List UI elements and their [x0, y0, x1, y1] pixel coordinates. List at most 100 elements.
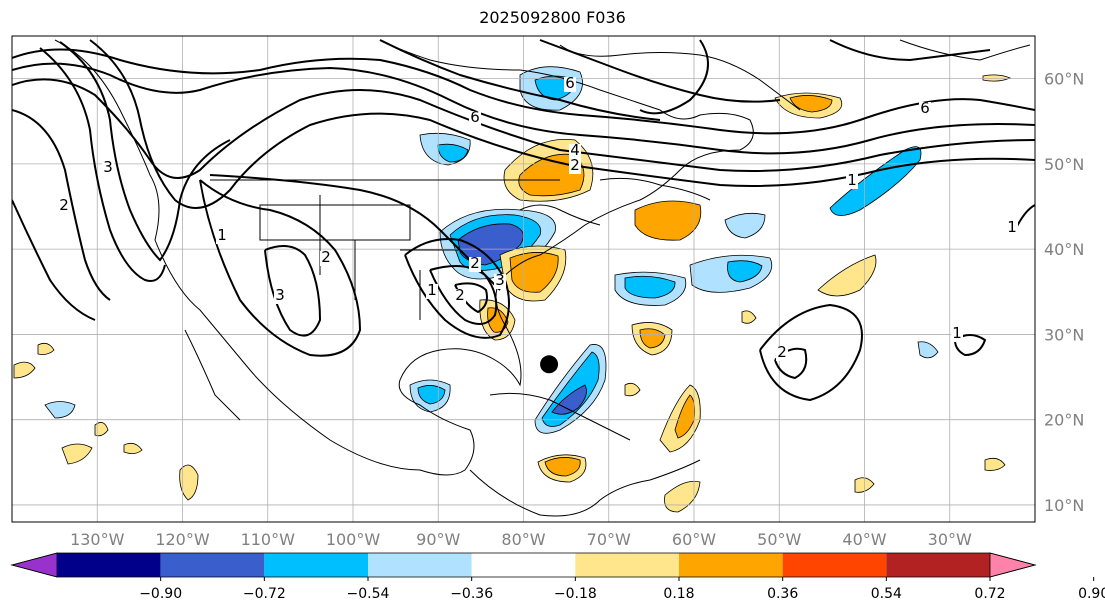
pos-anomaly-pacific-2	[61, 443, 93, 465]
contour-label: 2	[470, 254, 480, 272]
contour-label: 2	[455, 286, 465, 304]
pos-anomaly-ne-sa	[664, 480, 701, 513]
contour-label: 1	[217, 226, 227, 244]
contour-label: 6	[565, 74, 575, 92]
contour-label: 1	[847, 171, 857, 189]
lat-tick-label: 40°N	[1044, 240, 1084, 259]
pos-anomaly-far-east	[984, 457, 1006, 471]
contour-label: 1	[1007, 218, 1017, 236]
contour-label-bg	[216, 229, 228, 244]
latitude-labels: 10°N 20°N 30°N 40°N 50°N 60°N	[1044, 70, 1084, 515]
lon-tick-label: 70°W	[587, 530, 631, 549]
colorbar-swatch	[160, 553, 265, 577]
lat-tick-label: 10°N	[1044, 496, 1084, 515]
contour-label-bg	[58, 199, 70, 214]
longitude-labels: 130°W 120°W 110°W 100°W 90°W 80°W 70°W 60°W 50°W…	[70, 530, 972, 549]
colorbar-high-extension	[989, 552, 1037, 578]
storm-center-marker	[540, 355, 559, 374]
lon-tick-label: 80°W	[501, 530, 545, 549]
contour-label: 3	[495, 271, 505, 289]
lon-tick-label: 130°W	[70, 530, 125, 549]
contour-label: 3	[103, 158, 113, 176]
pos-anomaly-mid-atlantic-core	[639, 328, 666, 349]
contour-label-bg	[1006, 221, 1018, 236]
contour-label-bg	[564, 77, 576, 92]
lon-tick-label: 120°W	[155, 530, 210, 549]
contour-label-bg	[494, 274, 506, 289]
contour-label: 4	[570, 141, 580, 159]
contour-label: 2	[777, 343, 787, 361]
lat-tick-label: 60°N	[1044, 70, 1084, 89]
graticule	[12, 36, 1035, 522]
neg-anomaly-hudson-core	[437, 143, 469, 163]
lon-tick-label: 30°W	[928, 530, 972, 549]
pos-anomaly-nn-east	[982, 74, 1012, 82]
coastlines	[54, 39, 1031, 517]
pos-anomaly-east-3	[624, 382, 641, 397]
colorbar-tick-label: −0.90	[139, 586, 182, 602]
colorbar-tick-label: 0.18	[663, 586, 694, 602]
contour-label: 6	[920, 99, 930, 117]
colorbar-tick-label: 0.54	[871, 586, 902, 602]
pos-anomaly-pacific-3	[13, 361, 36, 379]
colorbar-tick-label: −0.18	[554, 586, 597, 602]
height-contours	[12, 39, 1035, 402]
colorbar-tick-label: −0.72	[243, 586, 286, 602]
neg-anomaly-atlantic-1-core	[624, 275, 676, 299]
contour-label-bg	[776, 346, 788, 361]
pos-anomaly-pacific-1	[179, 464, 199, 501]
contour-label: 1	[952, 324, 962, 342]
contour-label-bg	[846, 174, 858, 189]
neg-anomaly-east	[917, 341, 939, 359]
colorbar-swatch	[368, 553, 472, 577]
colorbar-swatch	[782, 553, 887, 577]
map-frame	[11, 35, 1036, 523]
contour-label-bg	[320, 251, 332, 266]
pos-anomaly-east-4	[741, 310, 757, 324]
colorbar-tick-label: 0.36	[767, 586, 798, 602]
colorbar-tick-label: −0.36	[450, 586, 493, 602]
contour-label-bg	[102, 161, 114, 176]
colorbar: −0.90 −0.72 −0.54 −0.36 −0.18 0.18 0.36 0.54 0.7…	[10, 552, 1105, 602]
map-title: 2025092800 F036	[479, 8, 626, 27]
lon-tick-label: 60°W	[672, 530, 716, 549]
contour-label-bg	[919, 102, 931, 117]
contour-label: 6	[470, 108, 480, 126]
contour-label: 2	[570, 156, 580, 174]
lon-tick-label: 100°W	[326, 530, 381, 549]
pos-anomaly-pacific-4	[123, 442, 143, 454]
neg-anomaly-nl	[724, 212, 766, 239]
contour-label-bg	[469, 257, 481, 272]
colorbar-swatch	[471, 553, 576, 577]
colorbar-tick-label: −0.54	[347, 586, 390, 602]
lon-tick-label: 50°W	[757, 530, 801, 549]
lon-tick-label: 40°W	[842, 530, 886, 549]
contour-label: 3	[275, 286, 285, 304]
contour-label: 2	[59, 196, 69, 214]
contour-label-bg	[469, 111, 481, 126]
pos-anomaly-pacific-6	[37, 342, 55, 355]
contour-label-bg	[454, 289, 466, 304]
contour-label: 1	[427, 281, 437, 299]
contour-label-bg	[569, 159, 581, 174]
neg-anomaly-west	[44, 401, 76, 419]
pos-anomaly-north-atlantic-core	[789, 95, 833, 113]
neg-anomaly-atlantic-2-core	[727, 260, 763, 283]
colorbar-tick-label: 0.90	[1078, 586, 1105, 602]
colorbar-swatch	[264, 553, 368, 577]
lat-tick-label: 50°N	[1044, 155, 1084, 174]
colorbar-swatch	[886, 553, 990, 577]
colorbar-low-extension	[10, 552, 58, 578]
lon-tick-label: 110°W	[241, 530, 296, 549]
contour-label-bg	[569, 144, 581, 159]
lat-tick-label: 20°N	[1044, 411, 1084, 430]
contour-label-bg	[274, 289, 286, 304]
anomaly-fills	[13, 66, 1012, 513]
pos-anomaly-maritimes	[634, 200, 702, 241]
pos-anomaly-south-core	[544, 457, 581, 477]
colorbar-tick-label: 0.72	[974, 586, 1005, 602]
contour-label: 2	[321, 248, 331, 266]
neg-anomaly-caribbean-deep	[551, 384, 587, 415]
